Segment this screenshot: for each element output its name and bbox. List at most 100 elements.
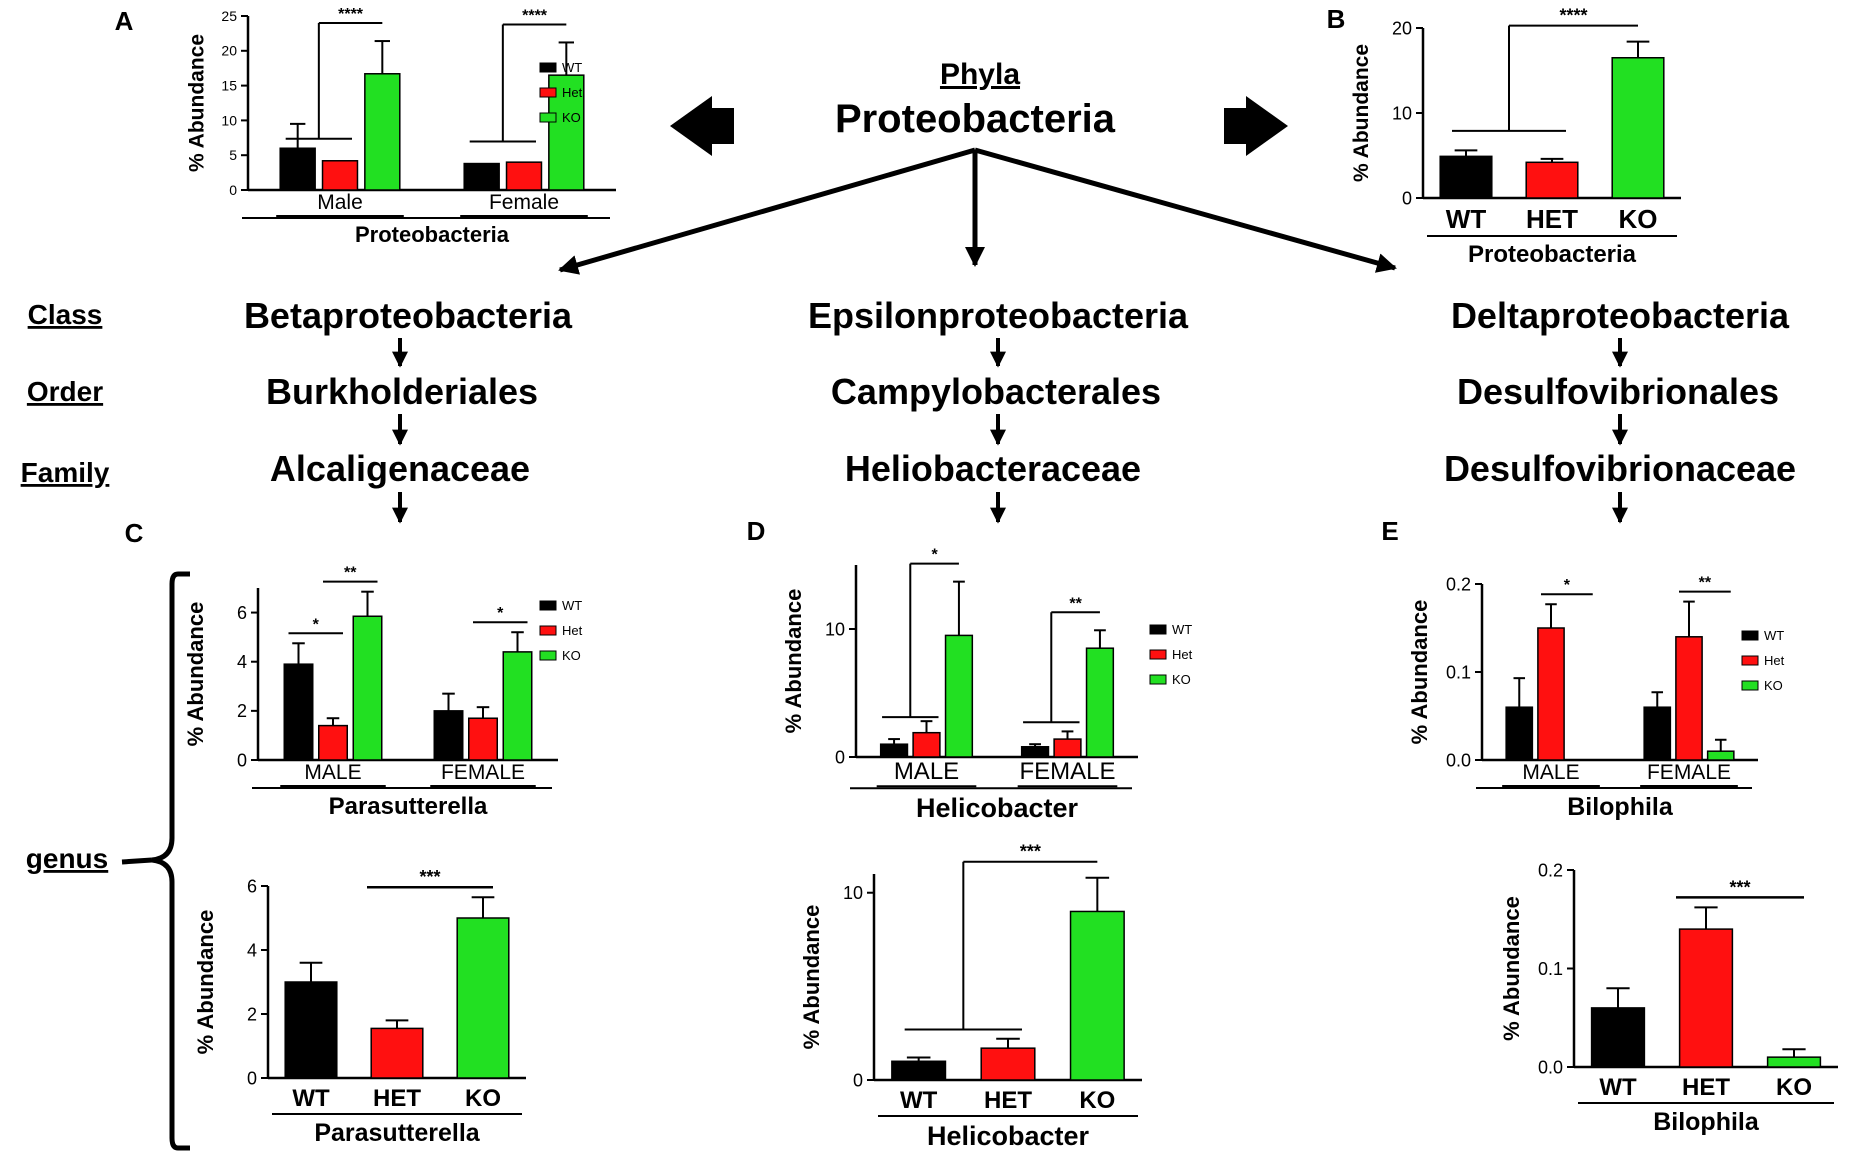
group-label: MALE (304, 761, 361, 784)
y-tick-label: 0.0 (1446, 750, 1471, 770)
chart-c1: C 0 2 4 6 % Abundance MALE FEMALE Parasutterella… (125, 518, 583, 820)
panel-label: B (1327, 4, 1346, 34)
y-tick-label: 10 (843, 883, 863, 903)
sig-label: ** (1069, 595, 1082, 612)
family-heliobacteraceae: Heliobacteraceae (845, 448, 1141, 489)
branch-arrow-delta (974, 147, 1397, 273)
chart-a: A 0 5 10 15 20 25 % Abundance Male Female Proteoba… (115, 6, 616, 247)
group-label: FEMALE (1647, 761, 1731, 784)
bar (468, 717, 498, 761)
y-tick-label: 10 (221, 112, 237, 128)
order-burkholderiales: Burkholderiales (266, 371, 538, 412)
panel-label: D (747, 516, 766, 546)
legend-swatch (1741, 680, 1759, 691)
chart-b: B 0 10 20 % Abundance WT HET KO Proteobacteria **… (1327, 4, 1681, 268)
x-axis-label: Parasutterella (314, 1119, 480, 1147)
legend-swatch (1149, 674, 1167, 685)
group-label: FEMALE (1019, 758, 1115, 785)
bar (364, 73, 401, 191)
rank-label-class: Class (28, 299, 103, 330)
y-tick-label: 25 (221, 8, 237, 24)
y-tick-label: 0 (247, 1068, 257, 1088)
y-tick-label: 0.2 (1446, 574, 1471, 594)
bar (456, 917, 510, 1079)
sig-label: **** (522, 7, 548, 24)
phylum-branch-arrows (558, 147, 1397, 275)
y-axis-label: % Abundance (186, 34, 209, 172)
category-label: KO (1619, 204, 1658, 234)
bar (502, 651, 533, 761)
bar (1611, 57, 1665, 199)
legend-swatch (539, 87, 557, 98)
legend-label: KO (1764, 678, 1783, 693)
legend-label: WT (1764, 628, 1784, 643)
bar (1675, 636, 1703, 761)
bar (1766, 1056, 1822, 1068)
phyla-heading: Phyla (940, 58, 1020, 91)
left-block-arrow-icon (670, 96, 734, 156)
bar (318, 724, 348, 761)
legend-label: KO (562, 648, 581, 663)
sig-label: * (1564, 577, 1571, 594)
sig-label: **** (1559, 6, 1587, 26)
legend-label: KO (1172, 672, 1191, 687)
sig-label: *** (1729, 877, 1750, 897)
chart-e2: 0.0 0.1 0.2 % Abundance WT HET KO Bilophila *** (1499, 860, 1838, 1136)
category-label: WT (292, 1085, 330, 1112)
sig-label: ** (344, 565, 357, 582)
bar (1706, 750, 1735, 761)
category-label: HET (984, 1087, 1032, 1114)
bar (1069, 910, 1125, 1081)
bar (944, 634, 974, 758)
bar (912, 731, 941, 758)
sig-label: *** (419, 867, 440, 887)
legend-swatch (539, 625, 557, 636)
bar (370, 1027, 424, 1079)
bar (1085, 647, 1115, 758)
y-tick-label: 0 (853, 1070, 863, 1090)
legend-label: Het (562, 85, 583, 100)
lineage-down-arrows (392, 338, 1628, 524)
rank-label-genus: genus (26, 843, 108, 874)
class-epsilon: Epsilonproteobacteria (808, 295, 1189, 336)
legend-label: WT (562, 60, 582, 75)
sig-label: ** (1699, 575, 1712, 592)
legend-label: Het (562, 623, 583, 638)
phylum-name: Proteobacteria (835, 97, 1116, 141)
y-tick-label: 6 (247, 876, 257, 896)
y-tick-label: 15 (221, 78, 237, 94)
legend-swatch (539, 600, 557, 611)
y-tick-label: 5 (229, 147, 237, 163)
order-desulfovibrionales: Desulfovibrionales (1457, 371, 1779, 412)
y-tick-label: 0 (835, 747, 845, 767)
sig-label: * (931, 547, 938, 564)
y-tick-label: 2 (247, 1004, 257, 1024)
y-tick-label: 4 (247, 940, 257, 960)
x-axis-label: Proteobacteria (355, 222, 510, 247)
bar (1525, 161, 1579, 199)
panel-label: C (125, 518, 144, 548)
y-tick-label: 0.1 (1446, 662, 1471, 682)
panel-label: E (1381, 516, 1398, 546)
category-label: HET (373, 1085, 421, 1112)
x-axis-label: Parasutterella (329, 793, 488, 820)
rank-label-order: Order (27, 376, 103, 407)
legend-swatch (1741, 630, 1759, 641)
y-axis-label: % Abundance (183, 602, 208, 747)
chart-d2: 0 10 % Abundance WT HET KO Helicobacter *** (799, 842, 1142, 1151)
bar (1537, 627, 1565, 761)
bar (279, 147, 316, 191)
legend-swatch (539, 650, 557, 661)
legend-label: Het (1764, 653, 1785, 668)
category-label: KO (1776, 1074, 1812, 1101)
sig-label: *** (1020, 842, 1041, 862)
class-beta: Betaproteobacteria (244, 295, 573, 336)
legend-swatch (539, 62, 557, 73)
sig-label: * (497, 605, 504, 622)
bar (891, 1060, 947, 1081)
bar (284, 981, 338, 1079)
x-axis-label: Proteobacteria (1468, 241, 1637, 268)
y-tick-label: 2 (237, 701, 247, 721)
